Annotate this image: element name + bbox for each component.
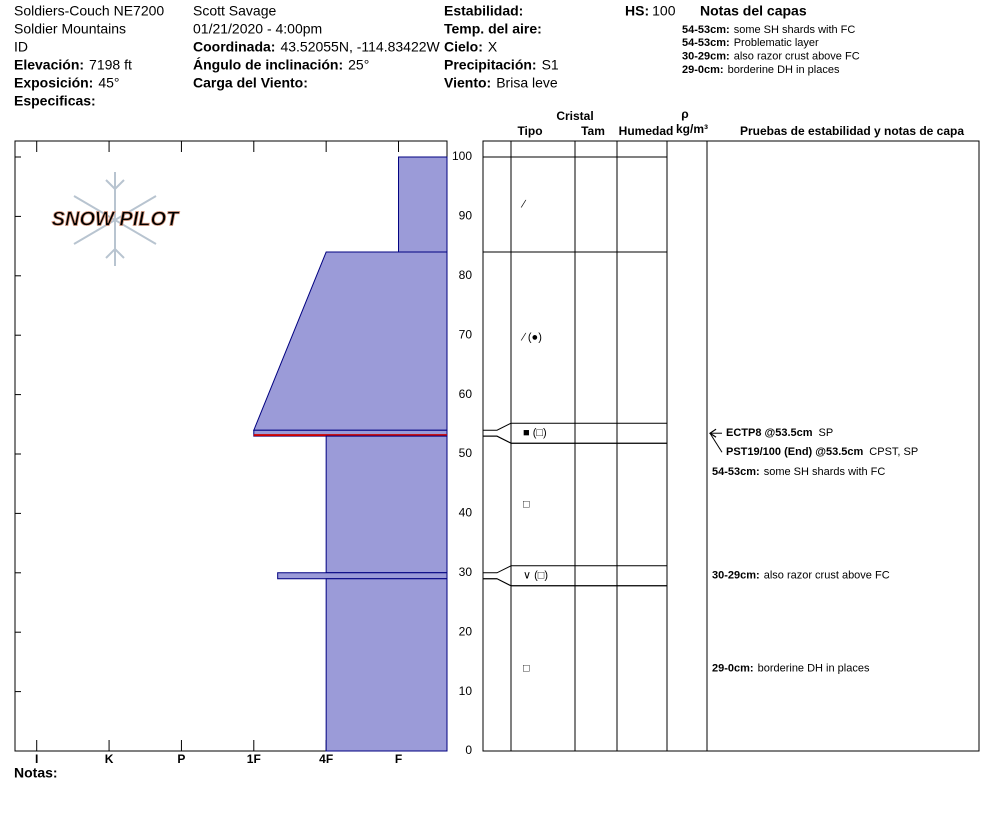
notes-title: Notas del capas (700, 3, 807, 19)
layer-note-range: 54-53cm: (712, 466, 760, 478)
grain-type: ∨ (□) (523, 570, 548, 582)
hardness-layer (277, 572, 448, 580)
layer-note-text: also razor crust above FC (764, 570, 890, 582)
note-text: also razor crust above FC (734, 51, 860, 63)
column-header: ρ (681, 107, 688, 121)
y-tick-label: 50 (459, 446, 473, 460)
hardness-layer (325, 578, 448, 752)
column-header: Humedad (619, 124, 674, 138)
header-text: Soldiers-Couch NE7200 (14, 3, 164, 19)
grain-type: ∕ (●) (520, 332, 542, 344)
hs-value: 100 (652, 3, 676, 19)
hs-label: HS: (625, 3, 649, 19)
column-header: kg/m³ (676, 122, 708, 136)
y-tick-label: 30 (459, 565, 473, 579)
header-text: 01/21/2020 - 4:00pm (193, 21, 322, 37)
header-text: ID (14, 39, 28, 55)
layer-note-range: 29-0cm: (712, 662, 754, 674)
test-name: ECTP8 @53.5cm (726, 427, 813, 439)
column-header: Tipo (517, 124, 542, 138)
x-tick-label: K (105, 752, 114, 766)
header-value: X (488, 39, 498, 55)
x-tick-label: P (177, 752, 185, 766)
x-tick-label: F (395, 752, 402, 766)
boundary-connector (483, 435, 512, 444)
layer-note-range: 30-29cm: (712, 570, 760, 582)
header-value: 25° (348, 57, 369, 73)
grain-type: ■ (□) (523, 427, 547, 439)
grain-type: □ (523, 498, 530, 510)
header-value: 45° (98, 75, 119, 91)
test-note: SP (819, 427, 834, 439)
boundary-connector (483, 578, 512, 587)
y-tick-label: 20 (459, 624, 473, 638)
note-range: 54-53cm: (682, 37, 730, 49)
hardness-layer (398, 156, 448, 253)
y-tick-label: 90 (459, 209, 473, 223)
header-value: 7198 ft (89, 57, 132, 73)
header-label: Exposición: (14, 75, 93, 91)
header-label: Carga del Viento: (193, 75, 308, 91)
footer-notes: Notas: (14, 765, 58, 781)
note-range: 29-0cm: (682, 64, 724, 76)
test-name: PST19/100 (End) @53.5cm (726, 446, 864, 458)
grain-type: □ (523, 662, 530, 674)
y-tick-label: 10 (459, 684, 473, 698)
y-tick-label: 60 (459, 387, 473, 401)
x-tick-label: 4F (319, 752, 333, 766)
header-label: Viento: (444, 75, 491, 91)
header-label: Elevación: (14, 57, 84, 73)
x-tick-label: 1F (247, 752, 261, 766)
boundary-connector (483, 422, 512, 431)
column-header: Tam (581, 124, 605, 138)
note-text: some SH shards with FC (734, 24, 856, 36)
layer-note-text: some SH shards with FC (764, 466, 886, 478)
crystal-frame (482, 140, 980, 752)
header-label: Especificas: (14, 93, 96, 109)
y-tick-label: 100 (452, 149, 472, 163)
header-label: Temp. del aire: (444, 21, 542, 37)
y-tick-label: 40 (459, 506, 473, 520)
y-tick-label: 80 (459, 268, 473, 282)
y-tick-label: 0 (465, 743, 472, 757)
note-text: borderine DH in places (728, 64, 840, 76)
column-header: Cristal (556, 109, 593, 123)
boundary-connector (483, 565, 512, 574)
header-value: 43.52055N, -114.83422W (280, 39, 440, 55)
hardness-layer (325, 435, 448, 574)
test-arrow (709, 432, 723, 453)
note-range: 54-53cm: (682, 24, 730, 36)
column-header: Pruebas de estabilidad y notas de capa (740, 124, 964, 138)
x-tick-label: I (35, 752, 38, 766)
header-value: Brisa leve (496, 75, 558, 91)
header-label: Estabilidad: (444, 3, 523, 19)
layer-note-text: borderine DH in places (758, 662, 870, 674)
header-label: Coordinada: (193, 39, 275, 55)
header-label: Cielo: (444, 39, 483, 55)
note-text: Problematic layer (734, 37, 819, 49)
column-lines (510, 141, 708, 751)
header-text: Soldier Mountains (14, 21, 126, 37)
header-value: S1 (542, 57, 559, 73)
grain-type: ∕ (520, 198, 527, 210)
header-label: Ángulo de inclinación: (193, 57, 343, 73)
logo (73, 172, 157, 266)
logo-text: SNOW PILOT (52, 208, 180, 230)
test-arrowhead (709, 428, 717, 438)
test-note: CPST, SP (869, 446, 918, 458)
note-range: 30-29cm: (682, 51, 730, 63)
y-tick-label: 70 (459, 327, 473, 341)
header-text: Scott Savage (193, 3, 276, 19)
header-label: Precipitación: (444, 57, 537, 73)
